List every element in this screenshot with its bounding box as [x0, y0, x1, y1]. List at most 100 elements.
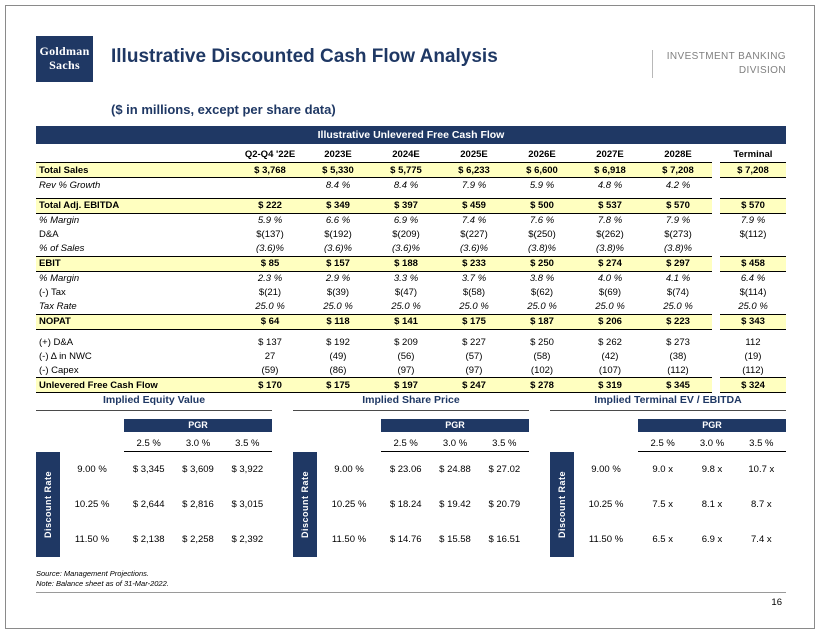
table-cell: $ 141 [372, 313, 440, 330]
table-cell: (97) [465, 364, 483, 376]
table-cell: $ 278 [508, 377, 576, 393]
table-cell: $ 209 [394, 336, 418, 348]
units-subtitle: ($ in millions, except per share data) [111, 102, 336, 117]
pgr-column-header: 3.5 % [222, 435, 272, 452]
table-cell: 25.0 % [663, 301, 693, 312]
discount-rate-label: 11.50 % [74, 534, 110, 545]
table-cell: (86) [329, 364, 347, 376]
table-cell: $(137) [256, 229, 284, 240]
row-label: (-) Capex [39, 364, 79, 376]
terminal-cell: 6.4 % [740, 273, 766, 284]
sensitivity-value: 8.7 x [751, 499, 772, 510]
table-row: Tax Rate 25.0 % 25.0 % 25.0 % 25.0 % 25.0 % 25… [36, 300, 786, 315]
sensitivity-table-title: Implied Share Price [293, 394, 529, 411]
balance-sheet-note: Note: Balance sheet as of 31-Mar-2022. [36, 578, 169, 588]
sensitivity-value: 8.1 x [701, 499, 723, 510]
table-cell: $ 3,768 [236, 162, 304, 178]
table-cell: $(192) [324, 229, 352, 240]
fcf-table-title: Illustrative Unlevered Free Cash Flow [36, 126, 786, 144]
sensitivity-value: $ 14.76 [389, 534, 422, 545]
table-cell: 4.2 % [665, 179, 691, 191]
table-row: % of Sales (3.6)% (3.6)% (3.6)% (3.6)% (3.8)%… [36, 242, 786, 257]
table-cell: $ 188 [372, 255, 440, 272]
column-gap [712, 242, 720, 257]
table-cell: $ 5,330 [304, 162, 372, 178]
division-label: INVESTMENT BANKING DIVISION [651, 50, 786, 78]
table-cell: $ 6,233 [440, 162, 508, 178]
pgr-column-header: 3.0 % [173, 435, 223, 452]
sensitivity-table: Implied Equity Value PGR 2.5 % 3.0 % 3.5 % Di… [36, 394, 272, 557]
goldman-sachs-logo: Goldman Sachs [36, 36, 93, 82]
table-cell: 8.4 % [325, 179, 351, 191]
unlevered-fcf-table: Q2-Q4 '22E 2023E 2024E 2025E 2026E 2027E 2028E… [36, 147, 786, 393]
table-cell: 2.3 % [257, 273, 283, 284]
table-cell: (58) [533, 350, 551, 362]
discount-rate-label: 10.25 % [331, 499, 367, 510]
table-cell: $ 223 [644, 313, 712, 330]
discount-rate-axis-label: Discount Rate [293, 452, 317, 557]
row-label: % Margin [39, 273, 80, 284]
row-label: Tax Rate [39, 301, 77, 312]
table-cell: $ 570 [644, 197, 712, 214]
sensitivity-value: $ 23.06 [389, 464, 422, 475]
sensitivity-value: 6.5 x [652, 534, 673, 545]
pgr-column-header: 2.5 % [638, 435, 688, 452]
pgr-header: PGR [124, 419, 272, 432]
table-cell: $ 175 [304, 377, 372, 393]
table-cell: (3.8)% [664, 243, 692, 254]
table-cell: $ 262 [598, 336, 622, 348]
table-cell: (97) [397, 364, 415, 376]
sensitivity-value: $ 2,644 [132, 499, 165, 510]
table-row: (-) Capex (59) (86) (97) (97) (102) (107) (112)… [36, 363, 786, 378]
table-cell: $(209) [392, 229, 420, 240]
table-cell: $(74) [666, 287, 690, 298]
table-cell: 8.4 % [393, 179, 419, 191]
table-cell: 25.0 % [255, 301, 285, 312]
table-cell: (3.6)% [460, 243, 488, 254]
sensitivity-value: 7.5 x [652, 499, 673, 510]
division-line-1: INVESTMENT BANKING [666, 51, 786, 62]
table-cell: $(273) [664, 229, 692, 240]
column-header: 2028E [664, 149, 692, 160]
terminal-cell: (19) [744, 350, 762, 362]
discount-rate-label: 10.25 % [588, 499, 624, 510]
discount-rate-label: 10.25 % [74, 499, 110, 510]
sensitivity-value: $ 3,345 [132, 464, 165, 475]
table-cell: $ 175 [440, 313, 508, 330]
sensitivity-grid: PGR 2.5 % 3.0 % 3.5 % Discount Rate 9.00 % $ 3… [36, 419, 272, 557]
table-row: (+) D&A $ 137 $ 192 $ 209 $ 227 $ 250 $ 262 $ 2… [36, 335, 786, 349]
footer-rule [36, 592, 786, 593]
table-cell: $ 250 [530, 336, 554, 348]
discount-rate-label: 11.50 % [331, 534, 367, 545]
table-cell: $ 459 [440, 197, 508, 214]
slide-page: Goldman Sachs Illustrative Discounted Ca… [5, 5, 815, 629]
sensitivity-table: Implied Share Price PGR 2.5 % 3.0 % 3.5 % Dis… [293, 394, 529, 557]
table-cell: (59) [261, 364, 279, 376]
column-gap [712, 349, 720, 363]
table-cell: 6.9 % [393, 215, 419, 226]
table-cell: $ 233 [440, 255, 508, 272]
column-header: 2027E [596, 149, 624, 160]
discount-rate-label: 9.00 % [77, 464, 107, 475]
table-cell: (38) [669, 350, 687, 362]
terminal-cell: $ 343 [720, 313, 786, 330]
column-gap [712, 363, 720, 378]
column-gap [712, 198, 720, 213]
table-cell: $(250) [528, 229, 556, 240]
row-label: Total Adj. EBITDA [36, 197, 236, 214]
table-cell: $(227) [460, 229, 488, 240]
pgr-column-header: 3.0 % [430, 435, 480, 452]
table-cell: (3.6)% [256, 243, 284, 254]
table-cell: $ 64 [236, 313, 304, 330]
table-cell: 25.0 % [391, 301, 421, 312]
table-cell: $(58) [462, 287, 486, 298]
table-cell: $ 345 [644, 377, 712, 393]
column-header: Terminal [733, 149, 773, 160]
column-gap [712, 335, 720, 349]
table-cell: 2.9 % [325, 273, 351, 284]
table-row: EBIT $ 85 $ 157 $ 188 $ 233 $ 250 $ 274 $ 297 $ … [36, 255, 786, 272]
table-cell: $ 206 [576, 313, 644, 330]
table-cell: $(262) [596, 229, 624, 240]
table-cell: $ 137 [258, 336, 282, 348]
column-gap [712, 314, 720, 329]
